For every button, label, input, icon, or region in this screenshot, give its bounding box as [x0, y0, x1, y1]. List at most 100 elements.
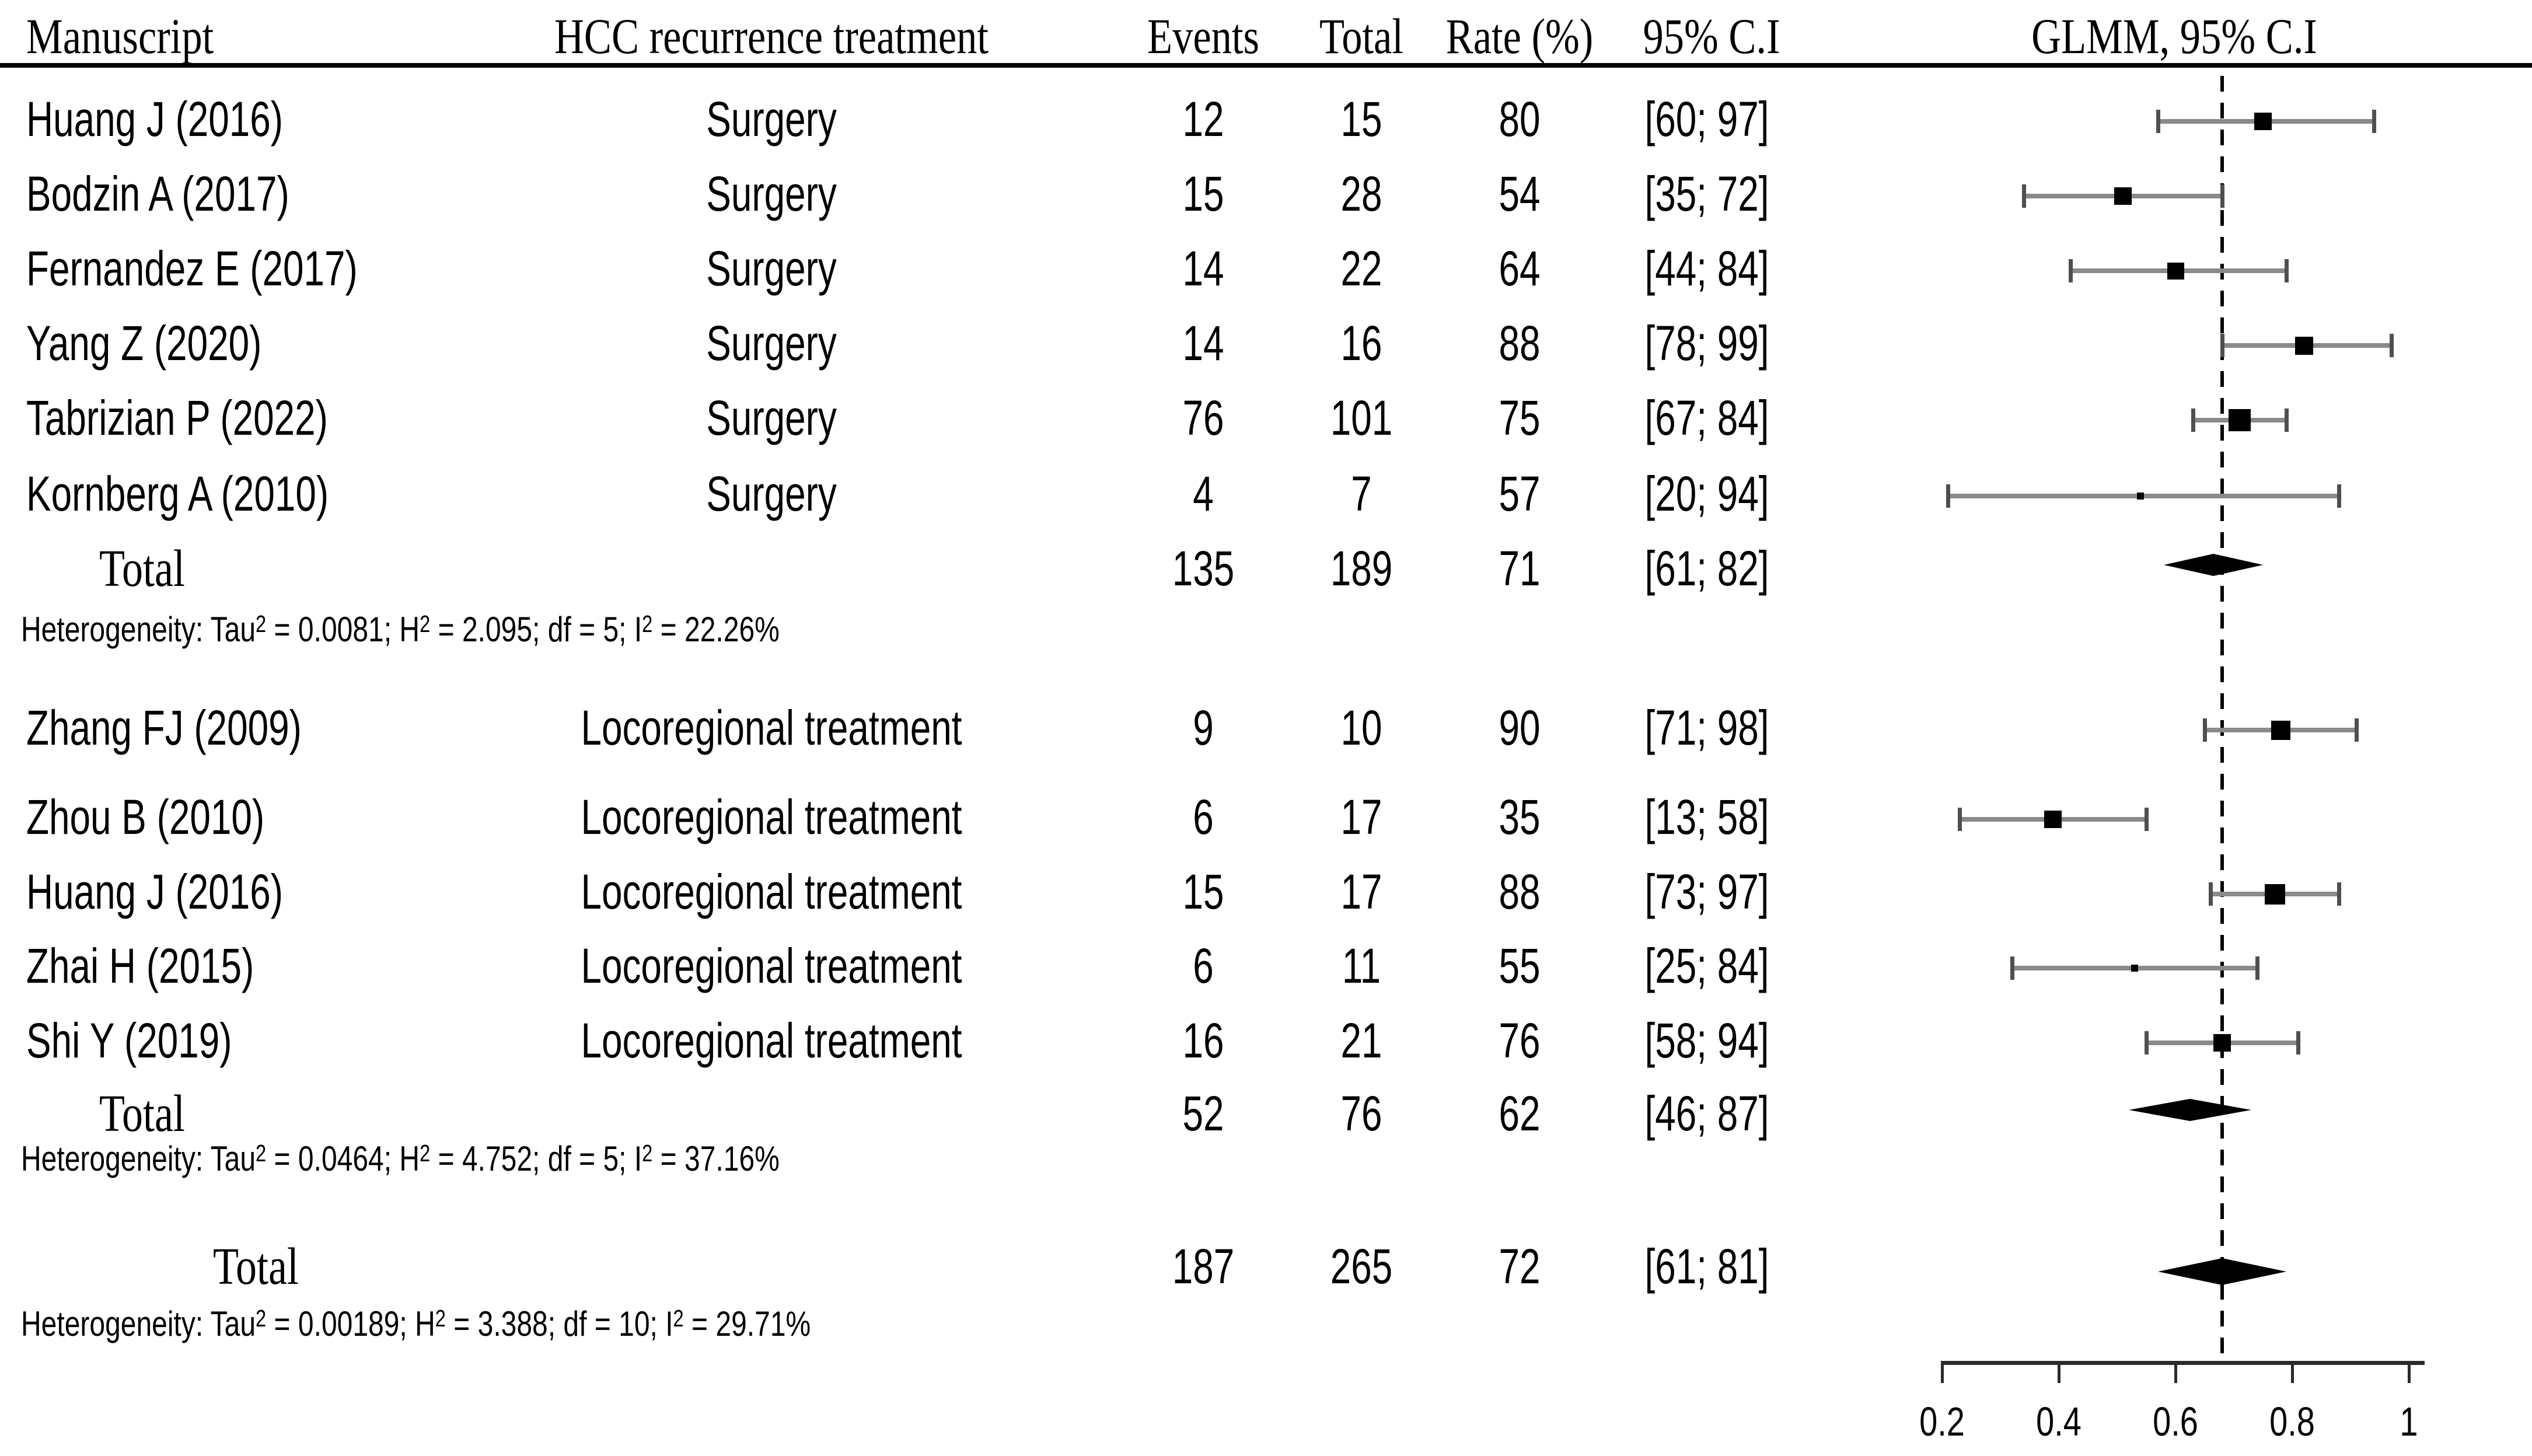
study-name: Shi Y (2019)	[26, 1013, 232, 1068]
rate-cell: 35	[1499, 790, 1541, 844]
point-marker	[2229, 409, 2251, 431]
column-header-rate: Rate (%)	[1445, 8, 1594, 64]
ci-cell: [58; 94]	[1644, 1013, 1769, 1068]
rate-cell: 55	[1499, 938, 1541, 993]
total-row-label: Total	[99, 1085, 185, 1143]
treatment-cell: Surgery	[706, 390, 837, 445]
pooled-diamond	[2129, 1099, 2251, 1121]
treatment-cell: Surgery	[706, 316, 837, 371]
ci-cap-low	[1958, 808, 1962, 831]
ci-cap-high	[2372, 110, 2376, 133]
point-marker	[2131, 965, 2138, 972]
events-cell: 6	[1193, 938, 1214, 993]
events-cell: 4	[1193, 466, 1214, 521]
total-cell: 265	[1330, 1239, 1393, 1294]
column-header-total: Total	[1319, 8, 1403, 64]
treatment-cell: Locoregional treatment	[581, 938, 962, 993]
header-divider-rule	[0, 63, 2532, 68]
study-name: Tabrizian P (2022)	[26, 390, 328, 445]
point-marker	[2167, 262, 2184, 280]
ci-cap-low	[2010, 956, 2014, 980]
rate-cell: 62	[1499, 1086, 1541, 1141]
column-header-glmm: GLMM, 95% C.I	[2031, 8, 2317, 64]
treatment-cell: Surgery	[706, 92, 837, 146]
ci-cell: [67; 84]	[1644, 390, 1769, 445]
study-name: Fernandez E (2017)	[26, 241, 358, 296]
x-axis-tick	[2408, 1361, 2411, 1383]
study-name: Huang J (2016)	[26, 864, 284, 919]
events-cell: 15	[1182, 864, 1224, 919]
x-axis-tick-label: 0.2	[1919, 1399, 1965, 1444]
x-axis-tick-label: 0.4	[2036, 1399, 2082, 1444]
total-cell: 15	[1340, 92, 1382, 146]
total-cell: 10	[1340, 700, 1382, 755]
point-marker	[2264, 884, 2285, 905]
rate-cell: 57	[1499, 466, 1541, 521]
ci-cap-low	[2203, 718, 2207, 742]
total-cell: 17	[1340, 790, 1382, 844]
ci-cap-high	[2337, 882, 2341, 906]
events-cell: 76	[1182, 390, 1224, 445]
ci-cap-high	[2220, 184, 2224, 208]
rate-cell: 71	[1499, 541, 1541, 596]
ci-cell: [20; 94]	[1644, 466, 1769, 521]
x-axis-tick-label: 0.8	[2269, 1399, 2315, 1444]
rate-cell: 64	[1499, 241, 1541, 296]
ci-cell: [35; 72]	[1644, 166, 1769, 221]
x-axis-tick	[1941, 1361, 1944, 1383]
events-cell: 135	[1172, 541, 1235, 596]
study-name: Zhou B (2010)	[26, 790, 265, 844]
treatment-cell: Surgery	[706, 241, 837, 296]
treatment-cell: Locoregional treatment	[581, 790, 962, 844]
events-cell: 9	[1193, 700, 1214, 755]
point-marker	[2254, 113, 2272, 130]
ci-cap-low	[2145, 1031, 2149, 1055]
column-header-treatment: HCC recurrence treatment	[554, 8, 989, 64]
heterogeneity-note: Heterogeneity: Tau2 = 0.0464; H2 = 4.752…	[21, 1139, 780, 1178]
ci-cap-high	[2296, 1031, 2300, 1055]
rate-cell: 90	[1499, 700, 1541, 755]
ci-cap-high	[2337, 484, 2341, 508]
ci-cap-low	[1946, 484, 1950, 508]
treatment-cell: Locoregional treatment	[581, 1013, 962, 1068]
total-cell: 16	[1340, 316, 1382, 371]
rate-cell: 80	[1499, 92, 1541, 146]
ci-cap-low	[2156, 110, 2160, 133]
ci-cap-low	[2209, 882, 2213, 906]
x-axis-tick	[2174, 1361, 2177, 1383]
ci-cap-high	[2355, 718, 2359, 742]
ci-cell: [13; 58]	[1644, 790, 1769, 844]
treatment-cell: Surgery	[706, 166, 837, 221]
events-cell: 12	[1182, 92, 1224, 146]
column-header-manuscript: Manuscript	[26, 8, 214, 64]
events-cell: 14	[1182, 241, 1224, 296]
study-name: Kornberg A (2010)	[26, 466, 329, 521]
column-header-ci: 95% C.I	[1643, 8, 1780, 64]
treatment-cell: Surgery	[706, 466, 837, 521]
ci-cell: [46; 87]	[1644, 1086, 1769, 1141]
x-axis-tick-label: 0.6	[2153, 1399, 2198, 1444]
ci-cap-high	[2285, 259, 2289, 282]
rate-cell: 88	[1499, 864, 1541, 919]
treatment-cell: Locoregional treatment	[581, 700, 962, 755]
ci-cell: [60; 97]	[1644, 92, 1769, 146]
events-cell: 6	[1193, 790, 1214, 844]
total-cell: 21	[1340, 1013, 1382, 1068]
point-marker	[2044, 811, 2062, 828]
ci-cap-low	[2220, 334, 2224, 357]
ci-cell: [73; 97]	[1644, 864, 1769, 919]
ci-cell: [61; 81]	[1644, 1239, 1769, 1294]
ci-cell: [44; 84]	[1644, 241, 1769, 296]
point-marker	[2213, 1034, 2231, 1052]
rate-cell: 72	[1499, 1239, 1541, 1294]
point-marker	[2294, 336, 2313, 355]
total-cell: 101	[1330, 390, 1393, 445]
ci-cap-low	[2022, 184, 2026, 208]
total-cell: 17	[1340, 864, 1382, 919]
rate-cell: 88	[1499, 316, 1541, 371]
point-marker	[2271, 720, 2290, 740]
study-name: Yang Z (2020)	[26, 316, 262, 371]
total-row-label: Total	[99, 540, 185, 598]
study-name: Huang J (2016)	[26, 92, 284, 146]
